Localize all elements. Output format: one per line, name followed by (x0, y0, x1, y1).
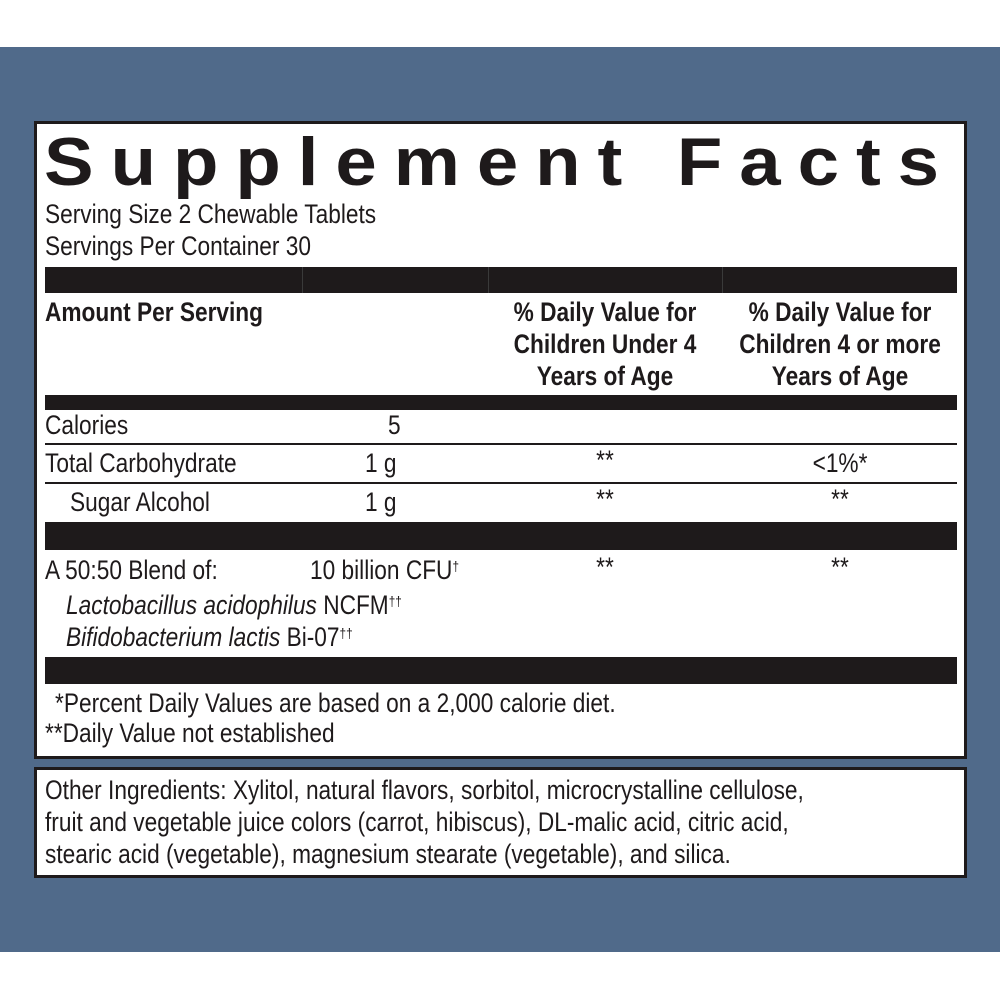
dv-under4: ** (596, 552, 614, 582)
other-ingredients-panel (34, 767, 967, 878)
blend-amount: 10 billion CFU† (310, 555, 459, 585)
divider-bar (45, 267, 957, 293)
servings-per-container: Servings Per Container 30 (45, 231, 312, 261)
col-under4-line2: Children Under 4 (513, 329, 697, 359)
nutrient-name: Sugar Alcohol (70, 487, 210, 517)
dv-4plus: <1%* (812, 448, 868, 478)
col-4plus-line1: % Daily Value for (748, 297, 932, 327)
blend-name: A 50:50 Blend of: (45, 555, 218, 585)
divider-bar (45, 395, 957, 410)
dv-under4: ** (596, 445, 614, 475)
row-rule (45, 482, 957, 484)
column-rule (488, 267, 489, 293)
row-rule (45, 443, 957, 445)
footnote-daily-values: *Percent Daily Values are based on a 2,0… (55, 688, 616, 718)
strain-code: Bi-07 (280, 622, 340, 652)
strain-item: Lactobacillus acidophilus NCFM†† (66, 590, 402, 620)
col-4plus-line3: Years of Age (771, 361, 909, 391)
double-dagger-mark: †† (388, 593, 402, 609)
strain-item: Bifidobacterium lactis Bi-07†† (66, 622, 353, 652)
nutrient-name: Total Carbohydrate (45, 448, 237, 478)
col-under4-line1: % Daily Value for (513, 297, 697, 327)
ingredients-line: Other Ingredients: Xylitol, natural flav… (45, 775, 804, 805)
dv-under4: ** (596, 484, 614, 514)
panel-title: Supplement Facts (44, 124, 957, 200)
footnote-not-established: **Daily Value not established (45, 718, 335, 748)
column-rule (302, 267, 303, 293)
serving-size: Serving Size 2 Chewable Tablets (45, 199, 377, 229)
nutrient-amount: 1 g (365, 448, 397, 478)
nutrient-name: Calories (45, 410, 129, 440)
divider-bar (45, 657, 957, 684)
blend-amount-value: 10 billion CFU (310, 555, 453, 585)
nutrient-amount: 5 (388, 410, 401, 440)
dv-4plus: ** (831, 552, 849, 582)
ingredients-line: stearic acid (vegetable), magnesium stea… (45, 839, 731, 869)
column-rule (722, 267, 723, 293)
dagger-mark: † (452, 558, 459, 574)
double-dagger-mark: †† (339, 625, 353, 641)
amount-per-serving-heading: Amount Per Serving (45, 297, 264, 327)
dv-4plus: ** (831, 484, 849, 514)
col-under4-line3: Years of Age (536, 361, 674, 391)
divider-bar (45, 522, 957, 550)
strain-code: NCFM (316, 590, 389, 620)
nutrient-amount: 1 g (365, 487, 397, 517)
species-name: Bifidobacterium lactis (66, 622, 281, 652)
species-name: Lactobacillus acidophilus (66, 590, 317, 620)
col-4plus-line2: Children 4 or more (739, 329, 941, 359)
ingredients-line: fruit and vegetable juice colors (carrot… (45, 807, 789, 837)
supplement-facts-panel (34, 121, 967, 759)
